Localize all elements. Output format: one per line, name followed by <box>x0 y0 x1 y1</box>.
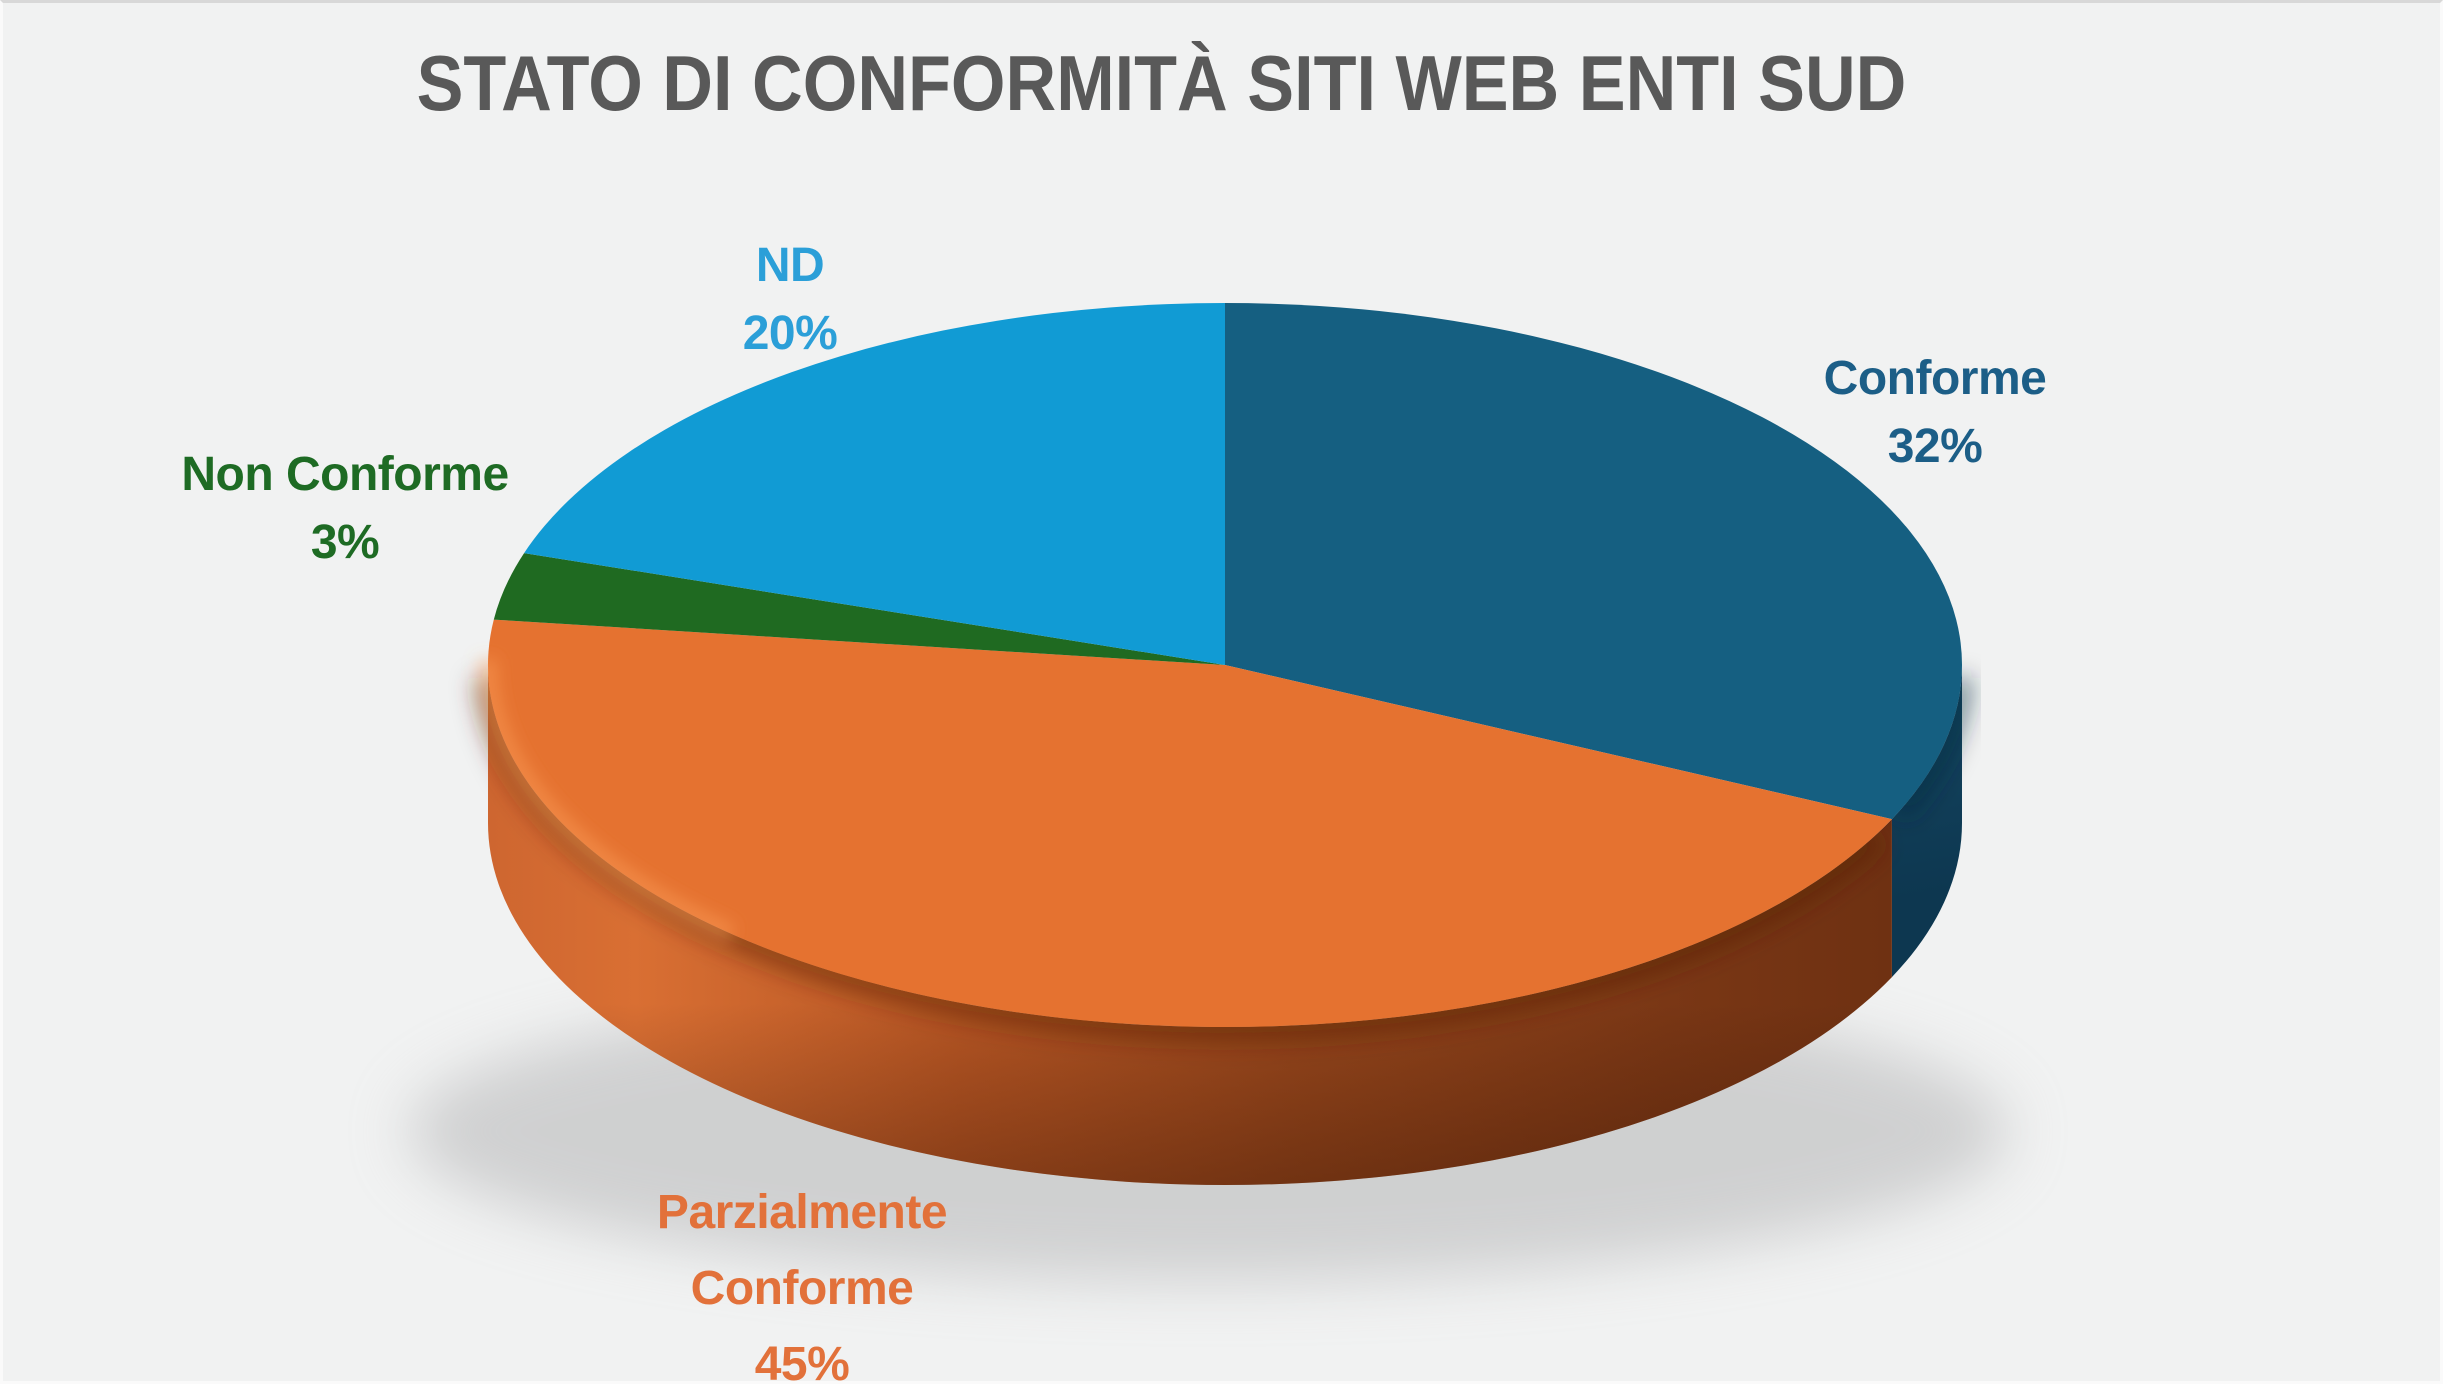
pie-slice-conforme[interactable] <box>1225 303 1963 820</box>
chart-title: STATO DI CONFORMITÀ SITI WEB ENTI SUD <box>416 39 1907 127</box>
pie-top-slices <box>487 303 1963 1028</box>
pie-wall-shade <box>488 665 1962 1185</box>
slice-label-name: ND <box>755 239 825 292</box>
pie-side-walls <box>488 665 1962 1186</box>
slice-label-parzialmente-conforme: Parzialmente Conforme 45% <box>592 1175 1012 1384</box>
slice-label-name: Non Conforme <box>181 448 509 501</box>
pie-slice-nd[interactable] <box>524 303 1225 665</box>
pie-left-highlight <box>479 658 736 943</box>
slice-label-conforme: Conforme 32% <box>1715 345 2155 481</box>
slice-label-pct: 45% <box>754 1338 850 1384</box>
slice-label-pct: 20% <box>742 307 838 360</box>
slice-label-name: Conforme <box>1823 352 2047 405</box>
pie-chart-3d <box>408 303 2008 1281</box>
slice-label-pct: 3% <box>310 516 380 569</box>
pie-edge-highlight <box>479 658 736 943</box>
slice-label-pct: 32% <box>1887 420 1983 473</box>
pie-slice-parzialmente-conforme[interactable] <box>487 619 1892 1028</box>
slice-label-name: Parzialmente Conforme <box>656 1186 948 1315</box>
slice-label-non-conforme: Non Conforme 3% <box>95 441 595 577</box>
pie-slice-non-conforme[interactable] <box>493 553 1225 665</box>
slice-label-nd: ND 20% <box>590 232 990 368</box>
